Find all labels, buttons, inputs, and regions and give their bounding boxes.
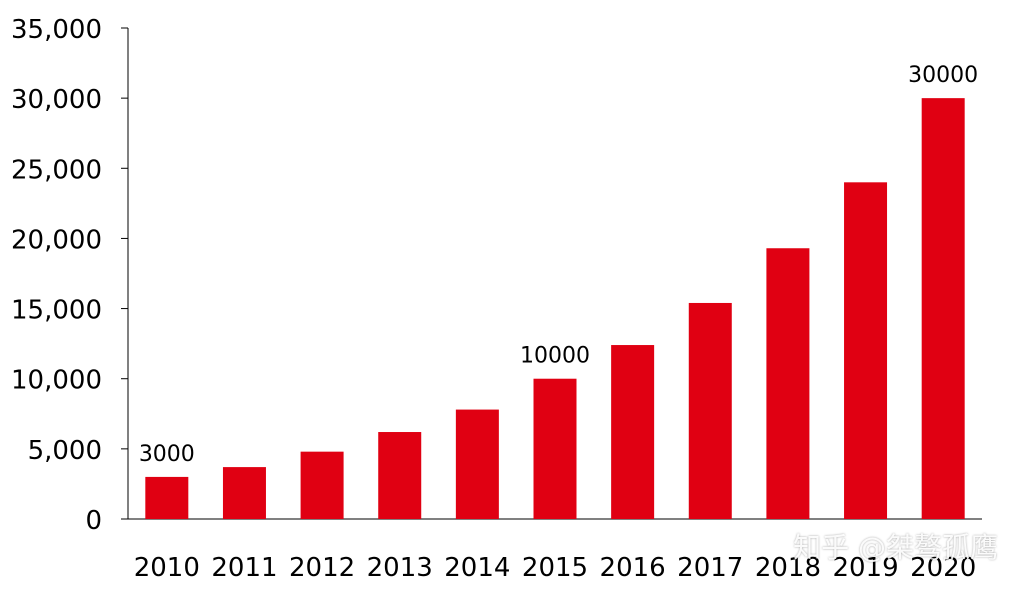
x-tick-label: 2016 (600, 553, 666, 583)
bar (766, 248, 810, 519)
bar (300, 451, 344, 519)
x-tick-label: 2015 (522, 553, 588, 583)
bar (378, 432, 422, 519)
x-tick-label: 2013 (367, 553, 433, 583)
bar (688, 302, 732, 519)
x-tick-label: 2017 (677, 553, 743, 583)
data-label: 10000 (520, 344, 590, 369)
y-tick-label: 0 (85, 506, 102, 536)
bar (222, 467, 266, 519)
y-tick-label: 25,000 (11, 155, 102, 185)
x-tick-label: 2018 (755, 553, 821, 583)
bar (145, 476, 189, 519)
bar (611, 345, 655, 519)
bar (844, 182, 888, 520)
data-label: 3000 (139, 442, 195, 467)
y-tick-label: 5,000 (28, 436, 102, 466)
bar (455, 409, 499, 519)
x-tick-label: 2011 (211, 553, 277, 583)
bar (921, 98, 965, 520)
y-tick-label: 30,000 (11, 85, 102, 115)
y-tick-label: 20,000 (11, 225, 102, 255)
bar (533, 378, 577, 519)
x-tick-label: 2010 (134, 553, 200, 583)
y-tick-label: 35,000 (11, 15, 102, 45)
x-tick-label: 2012 (289, 553, 355, 583)
y-tick-label: 15,000 (11, 296, 102, 326)
x-tick-label: 2014 (444, 553, 510, 583)
data-label: 30000 (908, 63, 978, 88)
x-tick-label: 2020 (910, 553, 976, 583)
y-tick-label: 10,000 (11, 366, 102, 396)
x-tick-label: 2019 (832, 553, 898, 583)
